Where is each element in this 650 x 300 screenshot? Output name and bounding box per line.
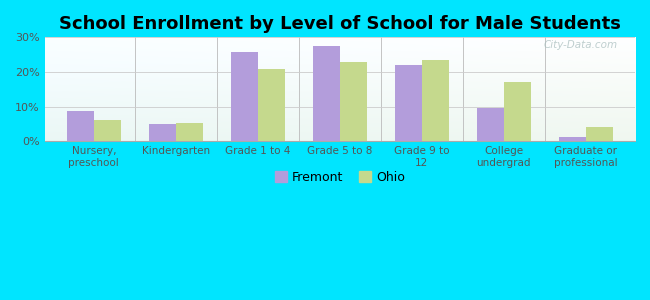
Bar [586,127,613,141]
Bar [504,82,531,141]
Bar [94,120,121,141]
Bar [258,69,285,141]
Bar [422,60,449,141]
Legend: Fremont, Ohio: Fremont, Ohio [270,166,410,189]
Title: School Enrollment by Level of School for Male Students: School Enrollment by Level of School for… [59,15,621,33]
Bar [176,124,203,141]
Bar [231,52,258,141]
Bar [559,137,586,141]
Bar [313,46,340,141]
Bar [395,65,422,141]
Bar [67,111,94,141]
Text: City-Data.com: City-Data.com [543,40,618,50]
Bar [340,61,367,141]
Bar [476,108,504,141]
Bar [149,124,176,141]
